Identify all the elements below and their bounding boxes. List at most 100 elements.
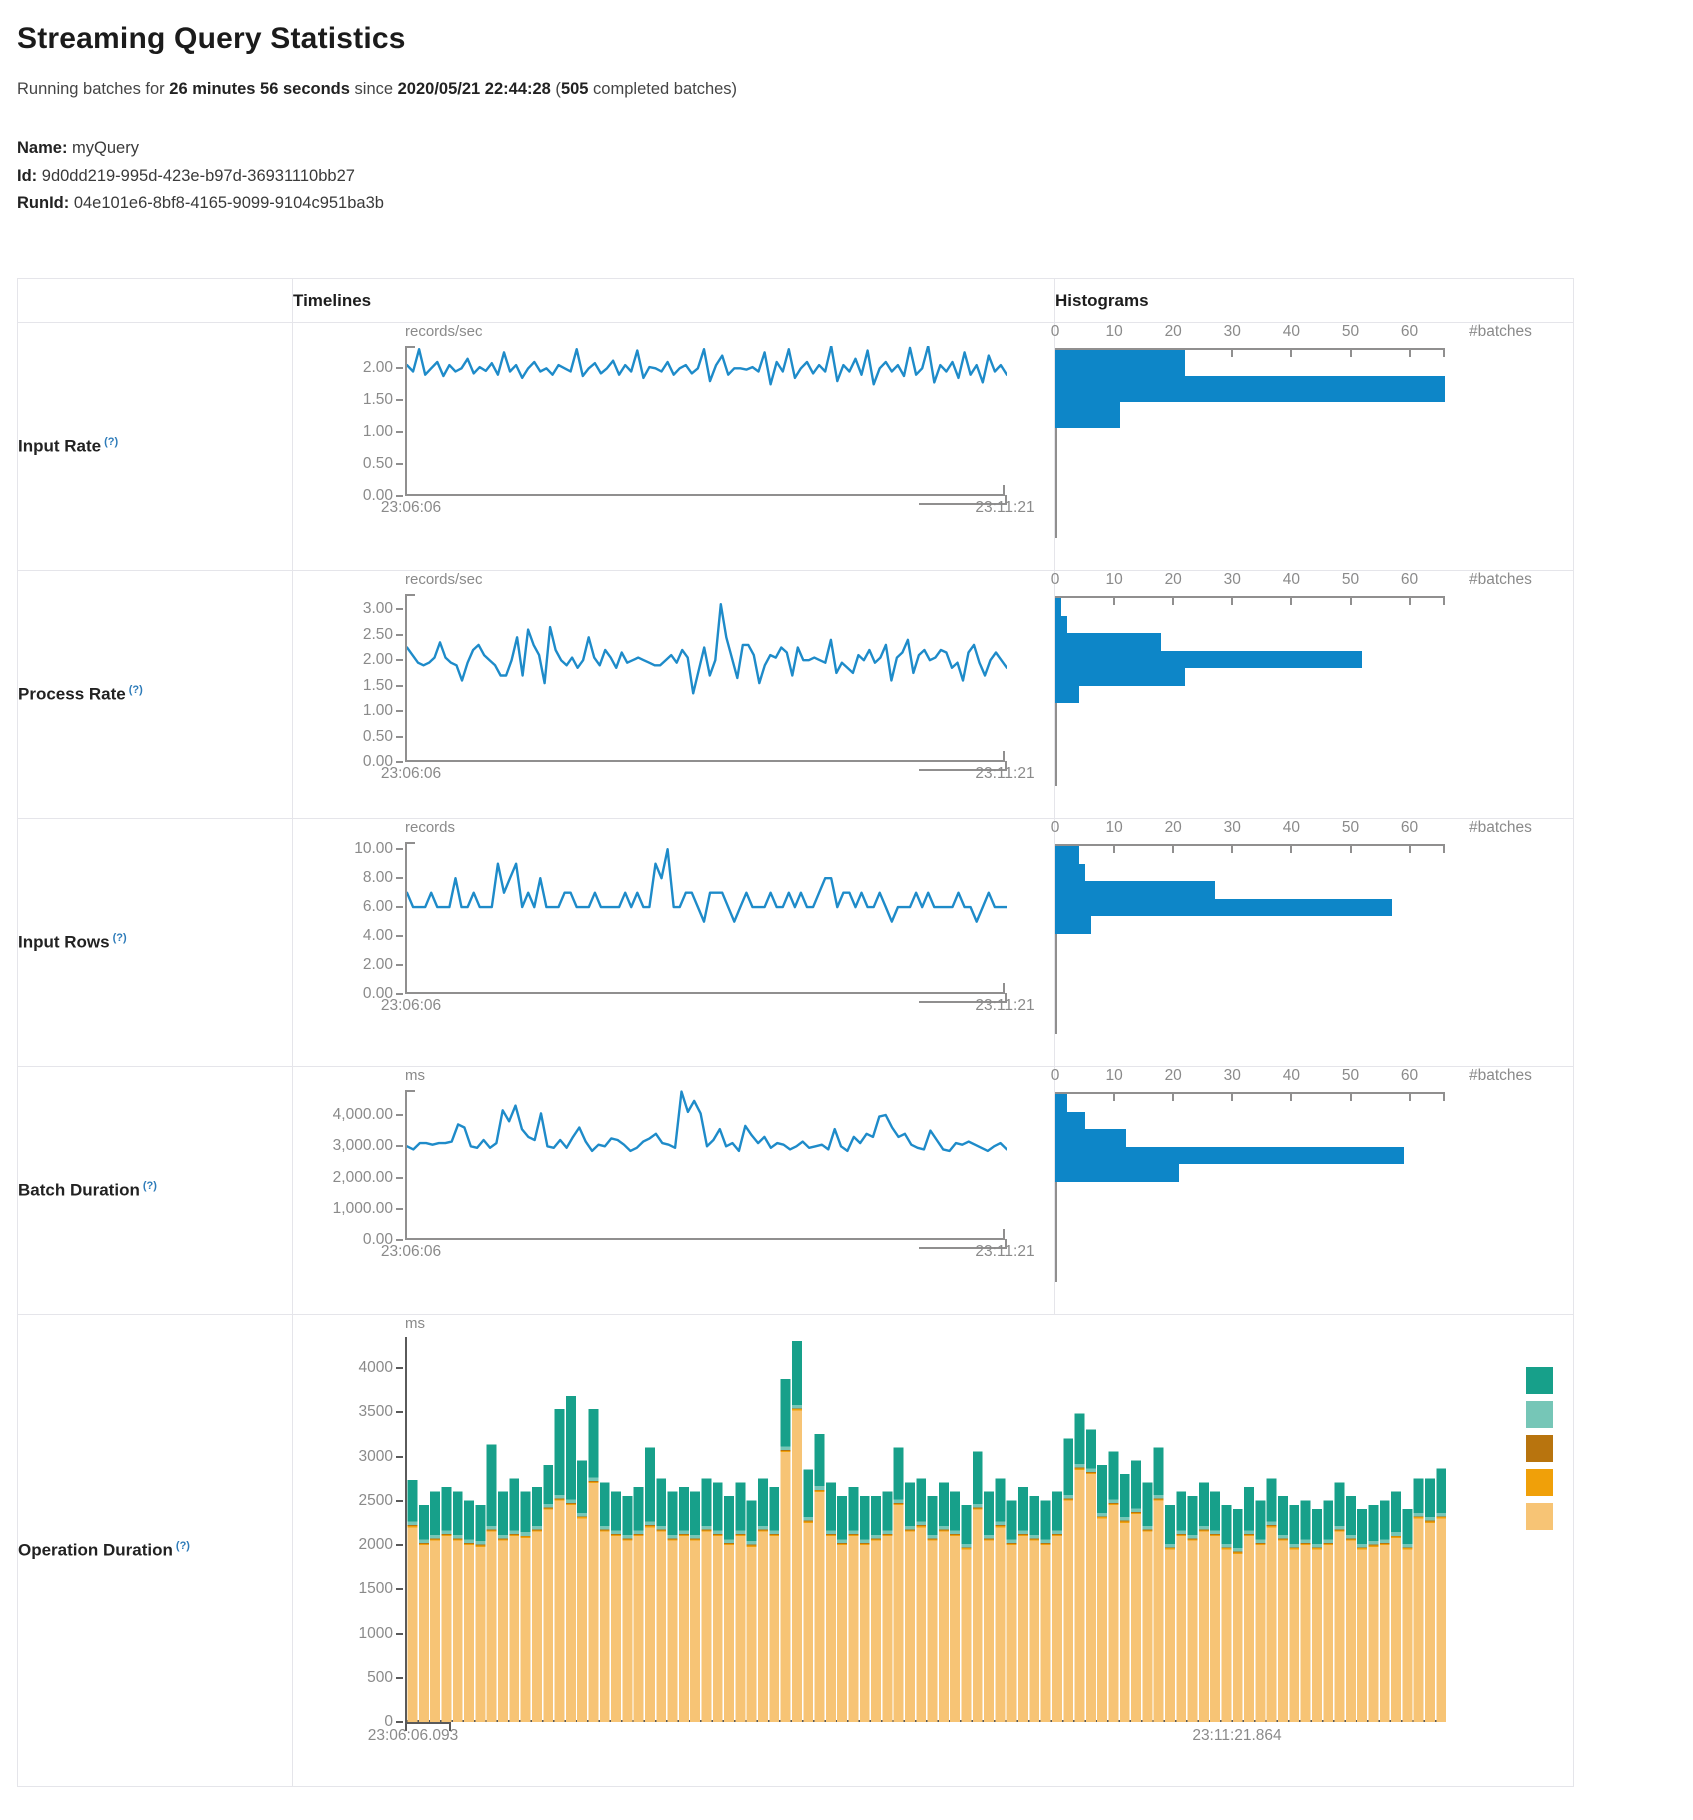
x-tick-mark: [1408, 350, 1411, 358]
x-tick-mark: [1231, 1094, 1234, 1102]
histogram-bar: [1055, 402, 1120, 429]
x-tick-label: 0: [1050, 819, 1060, 837]
y-tick-mark: [396, 495, 403, 498]
axis-end-tick: [1003, 751, 1005, 761]
query-name-label: Name:: [17, 139, 68, 157]
batch-duration-timeline-cell: ms 4,000.00 3,000.00 2,000.00 1,000.00 0.00 23…: [292, 1066, 1055, 1316]
histogram-plot-area: [1055, 596, 1445, 787]
row-label-text: Input Rows: [18, 932, 110, 952]
timeline-plot-area: [405, 1090, 1009, 1250]
y-tick-mark: [396, 1676, 403, 1679]
y-tick-mark: [396, 431, 403, 434]
histogram-axis-labels: 0 10 20 30 40 50 60 #batches: [1051, 819, 1575, 844]
process-rate-timeline-chart: records/sec 3.00 2.50 2.00 1.50 1.00 0.50 0.00 2…: [293, 571, 1054, 791]
start-timestamp: 2020/05/21 22:44:28: [397, 80, 551, 98]
y-tick-mark: [396, 659, 403, 662]
x-tick-label: 50: [1341, 571, 1360, 589]
query-id-row: Id: 9d0dd219-995d-423e-b97d-36931110bb27: [17, 163, 1677, 191]
x-tick-mark: [1349, 1094, 1352, 1102]
x-tick-mark: [1408, 1094, 1411, 1102]
y-tick-mark: [396, 1145, 403, 1148]
y-tick-label: 2.00: [362, 359, 393, 377]
batches-axis-label: #batches: [1469, 571, 1532, 589]
x-tick-label: 60: [1400, 819, 1419, 837]
operation-duration-stacked-chart[interactable]: ms 4000 3500 3000 2500 2000 1500 1000 500 0 23:06:…: [293, 1315, 1573, 1755]
x-tick-label: 0: [1050, 571, 1060, 589]
y-tick-label: 2,000.00: [332, 1168, 393, 1186]
x-tick-mark: [1408, 598, 1411, 606]
chart-unit-label: records/sec: [405, 571, 483, 589]
histogram-bar: [1055, 615, 1067, 634]
row-label-text: Input Rate: [18, 436, 102, 456]
axis-cap-tick: [407, 842, 415, 845]
help-icon[interactable]: (?): [112, 932, 127, 945]
y-tick-label: 1000: [358, 1624, 393, 1642]
x-start-label: 23:06:06: [380, 765, 442, 783]
timeline-line: [405, 848, 1009, 923]
y-tick-mark: [396, 684, 403, 687]
y-tick-label: 3.00: [362, 600, 393, 618]
y-axis: 10.00 8.00 6.00 4.00 2.00 0.00: [293, 840, 405, 1002]
chart-unit-label: ms: [405, 1067, 425, 1085]
y-tick-label: 1500: [358, 1580, 393, 1598]
x-tick-label: 40: [1282, 1067, 1301, 1085]
x-tick-mark: [1172, 598, 1175, 606]
query-name-row: Name: myQuery: [17, 135, 1677, 163]
y-tick-label: 0.00: [362, 985, 393, 1003]
y-tick-mark: [396, 761, 403, 764]
y-tick-label: 0.50: [362, 727, 393, 745]
operation-duration-chart-cell: ms 4000 3500 3000 2500 2000 1500 1000 500 0 23:06:…: [292, 1314, 1574, 1788]
y-tick-label: 2.50: [362, 625, 393, 643]
y-tick-mark: [396, 848, 403, 851]
chart-unit-label: records/sec: [405, 323, 483, 341]
summary-prefix: Running batches for: [17, 80, 170, 98]
x-end-label: 23:11:21.864: [1192, 1727, 1282, 1745]
histogram-axis-labels: 0 10 20 30 40 50 60 #batches: [1051, 323, 1575, 348]
help-icon[interactable]: (?): [175, 1540, 190, 1553]
summary-paren: (: [550, 80, 561, 98]
help-icon[interactable]: (?): [142, 1180, 157, 1193]
stacked-plot-area[interactable]: [405, 1337, 1447, 1732]
y-tick-mark: [396, 1588, 403, 1591]
y-tick-mark: [396, 1632, 403, 1635]
axis-end-tick: [1003, 1229, 1005, 1239]
row-label-process-rate: Process Rate (?): [17, 570, 293, 820]
histogram-plot-area: [1055, 348, 1445, 539]
page-title: Streaming Query Statistics: [17, 22, 406, 55]
x-tick-mark: [1231, 598, 1234, 606]
y-tick-label: 3,000.00: [332, 1137, 393, 1155]
axis-end-bracket: [919, 993, 1007, 1004]
header-histograms: Histograms: [1054, 278, 1574, 324]
legend-swatch: [1526, 1469, 1553, 1497]
query-runid-label: RunId:: [17, 194, 70, 213]
x-tick-mark: [1113, 846, 1116, 854]
help-icon[interactable]: (?): [104, 436, 119, 449]
timeline-line: [405, 603, 1009, 695]
summary-since: since: [349, 80, 398, 98]
process-rate-timeline-cell: records/sec 3.00 2.50 2.00 1.50 1.00 0.50 0.00 2…: [292, 570, 1055, 820]
x-axis-labels: 23:06:06 23:11:21: [381, 499, 1035, 525]
x-tick-label: 60: [1400, 1067, 1419, 1085]
x-tick-label: 50: [1341, 323, 1360, 341]
y-tick-mark: [396, 367, 403, 370]
x-tick-mark: [1349, 846, 1352, 854]
y-axis: 2.00 1.50 1.00 0.50 0.00: [293, 346, 405, 504]
histogram-bar: [1055, 846, 1079, 864]
legend-swatch: [1526, 1367, 1553, 1395]
query-runid-value: 04e101e6-8bf8-4165-9099-9104c951ba3b: [73, 194, 384, 213]
x-tick-label: 30: [1223, 571, 1241, 589]
input-rate-histogram-cell: 0 10 20 30 40 50 60 #batches: [1051, 322, 1575, 572]
x-tick-label: 20: [1164, 571, 1182, 589]
completed-batch-count: 505: [560, 80, 589, 98]
histogram-bar: [1055, 1111, 1085, 1130]
input-rate-histogram-chart: 0 10 20 30 40 50 60 #batches: [1051, 323, 1575, 539]
help-icon[interactable]: (?): [128, 684, 143, 697]
y-tick-label: 0.00: [362, 1231, 393, 1249]
y-tick-mark: [396, 1411, 403, 1414]
input-rows-timeline-chart: records 10.00 8.00 6.00 4.00 2.00 0.00 23:06:06…: [293, 819, 1054, 1023]
x-tick-label: 20: [1164, 1067, 1182, 1085]
table-header-row: Timelines Histograms: [17, 278, 1574, 324]
batch-duration-timeline-chart: ms 4,000.00 3,000.00 2,000.00 1,000.00 0.00 23…: [293, 1067, 1054, 1269]
y-tick-mark: [396, 463, 403, 466]
axis-end-tick: [1003, 983, 1005, 993]
